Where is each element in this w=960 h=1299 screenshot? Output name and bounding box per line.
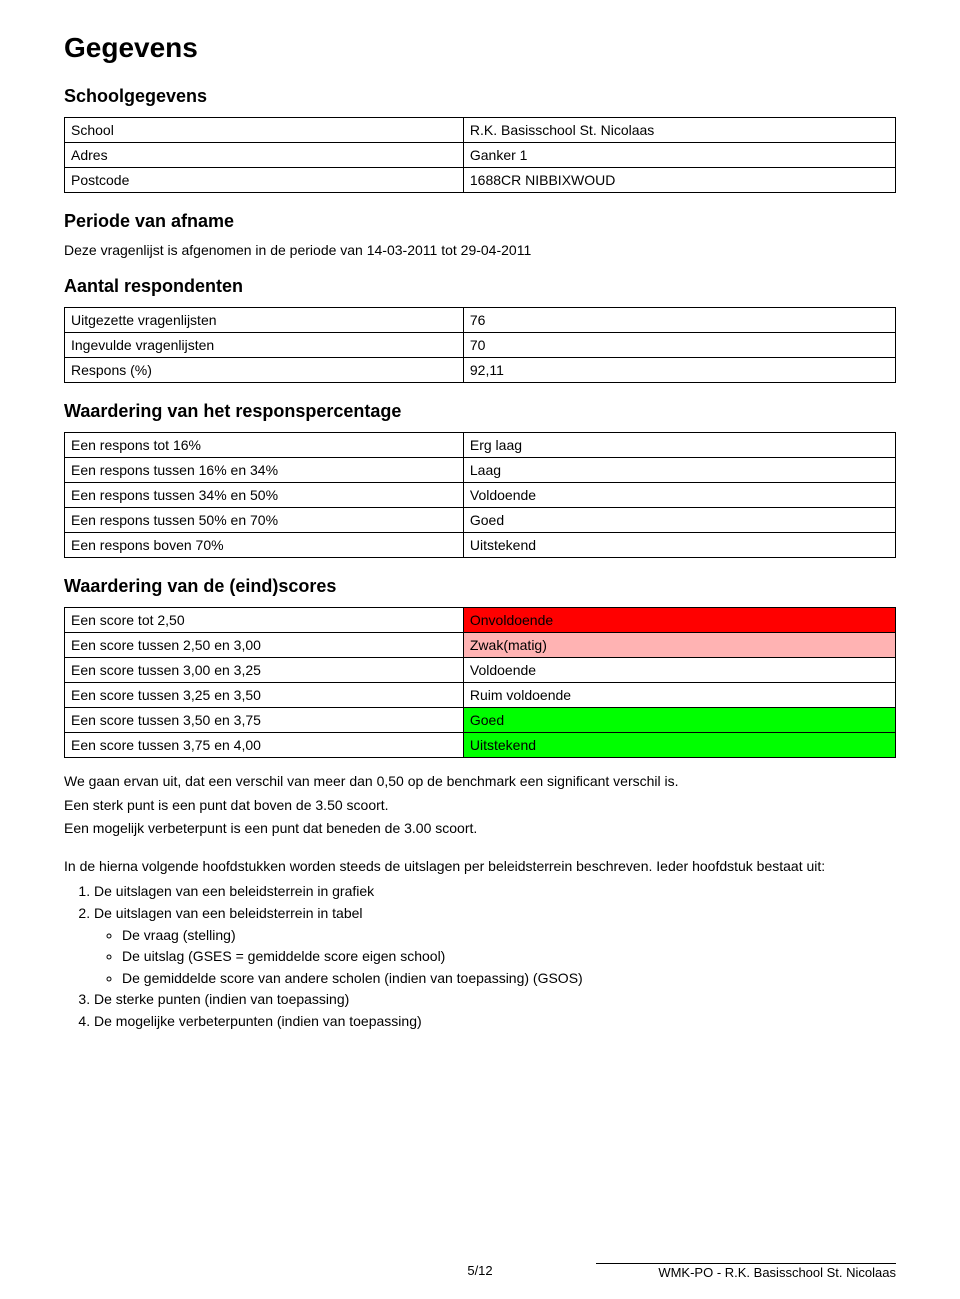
sub-list-item: De uitslag (GSES = gemiddelde score eige… [122, 947, 896, 967]
table-cell-label: Een score tussen 3,00 en 3,25 [65, 658, 464, 683]
sub-list-item: De vraag (stelling) [122, 926, 896, 946]
table-cell-value: R.K. Basisschool St. Nicolaas [463, 118, 895, 143]
table-cell-value: Uitstekend [463, 733, 895, 758]
table-cell-label: Een score tussen 3,50 en 3,75 [65, 708, 464, 733]
responspercentage-heading: Waardering van het responspercentage [64, 401, 896, 422]
table-cell-value: Goed [463, 708, 895, 733]
table-cell-label: Een score tussen 3,75 en 4,00 [65, 733, 464, 758]
table-cell-value: Voldoende [463, 658, 895, 683]
table-cell-label: Adres [65, 143, 464, 168]
page-number: 5/12 [467, 1263, 492, 1278]
table-cell-label: Een score tussen 3,25 en 3,50 [65, 683, 464, 708]
periode-heading: Periode van afname [64, 211, 896, 232]
table-row: Een score tussen 3,50 en 3,75Goed [65, 708, 896, 733]
table-cell-value: 70 [463, 333, 895, 358]
table-cell-label: Een score tussen 2,50 en 3,00 [65, 633, 464, 658]
sub-list: De vraag (stelling)De uitslag (GSES = ge… [94, 926, 896, 989]
body-para: Een sterk punt is een punt dat boven de … [64, 796, 896, 816]
table-cell-label: Een respons boven 70% [65, 533, 464, 558]
list-item: De sterke punten (indien van toepassing) [94, 990, 896, 1010]
table-row: AdresGanker 1 [65, 143, 896, 168]
table-cell-value: Uitstekend [463, 533, 895, 558]
table-row: Een respons tussen 34% en 50%Voldoende [65, 483, 896, 508]
table-cell-value: 92,11 [463, 358, 895, 383]
eindscores-table: Een score tot 2,50OnvoldoendeEen score t… [64, 607, 896, 758]
table-cell-label: Een score tot 2,50 [65, 608, 464, 633]
table-cell-value: Onvoldoende [463, 608, 895, 633]
list-item: De mogelijke verbeterpunten (indien van … [94, 1012, 896, 1032]
table-row: Een score tussen 2,50 en 3,00Zwak(matig) [65, 633, 896, 658]
table-row: Een score tot 2,50Onvoldoende [65, 608, 896, 633]
table-cell-value: Goed [463, 508, 895, 533]
table-cell-label: Uitgezette vragenlijsten [65, 308, 464, 333]
respondenten-table: Uitgezette vragenlijsten76Ingevulde vrag… [64, 307, 896, 383]
table-cell-label: Een respons tussen 50% en 70% [65, 508, 464, 533]
table-cell-label: School [65, 118, 464, 143]
table-row: Een respons tot 16%Erg laag [65, 433, 896, 458]
table-row: Een respons boven 70%Uitstekend [65, 533, 896, 558]
list-item: De uitslagen van een beleidsterrein in t… [94, 904, 896, 988]
table-cell-label: Een respons tussen 34% en 50% [65, 483, 464, 508]
table-row: Een respons tussen 50% en 70%Goed [65, 508, 896, 533]
table-row: SchoolR.K. Basisschool St. Nicolaas [65, 118, 896, 143]
body-text: We gaan ervan uit, dat een verschil van … [64, 772, 896, 876]
responspercentage-table: Een respons tot 16%Erg laagEen respons t… [64, 432, 896, 558]
table-cell-value: 76 [463, 308, 895, 333]
table-row: Een score tussen 3,25 en 3,50Ruim voldoe… [65, 683, 896, 708]
list-item: De uitslagen van een beleidsterrein in g… [94, 882, 896, 902]
table-cell-label: Ingevulde vragenlijsten [65, 333, 464, 358]
table-row: Ingevulde vragenlijsten70 [65, 333, 896, 358]
table-row: Een score tussen 3,00 en 3,25Voldoende [65, 658, 896, 683]
table-cell-label: Postcode [65, 168, 464, 193]
page-title: Gegevens [64, 32, 896, 64]
table-row: Een score tussen 3,75 en 4,00Uitstekend [65, 733, 896, 758]
eindscores-heading: Waardering van de (eind)scores [64, 576, 896, 597]
body-para: We gaan ervan uit, dat een verschil van … [64, 772, 896, 792]
schoolgegevens-heading: Schoolgegevens [64, 86, 896, 107]
table-cell-label: Een respons tot 16% [65, 433, 464, 458]
table-cell-value: Zwak(matig) [463, 633, 895, 658]
table-cell-label: Respons (%) [65, 358, 464, 383]
table-cell-value: Laag [463, 458, 895, 483]
table-cell-value: Ruim voldoende [463, 683, 895, 708]
table-cell-value: 1688CR NIBBIXWOUD [463, 168, 895, 193]
sub-list-item: De gemiddelde score van andere scholen (… [122, 969, 896, 989]
periode-text: Deze vragenlijst is afgenomen in de peri… [64, 242, 896, 258]
table-cell-value: Ganker 1 [463, 143, 895, 168]
body-para-spaced: In de hierna volgende hoofdstukken worde… [64, 857, 896, 877]
body-para: Een mogelijk verbeterpunt is een punt da… [64, 819, 896, 839]
outline-list: De uitslagen van een beleidsterrein in g… [64, 882, 896, 1031]
table-cell-label: Een respons tussen 16% en 34% [65, 458, 464, 483]
table-row: Postcode1688CR NIBBIXWOUD [65, 168, 896, 193]
respondenten-heading: Aantal respondenten [64, 276, 896, 297]
table-row: Uitgezette vragenlijsten76 [65, 308, 896, 333]
table-cell-value: Voldoende [463, 483, 895, 508]
table-row: Respons (%)92,11 [65, 358, 896, 383]
schoolgegevens-table: SchoolR.K. Basisschool St. NicolaasAdres… [64, 117, 896, 193]
footer-rule [596, 1263, 896, 1264]
table-row: Een respons tussen 16% en 34%Laag [65, 458, 896, 483]
footer-doc-id: WMK-PO - R.K. Basisschool St. Nicolaas [658, 1265, 896, 1280]
table-cell-value: Erg laag [463, 433, 895, 458]
footer: 5/12 WMK-PO - R.K. Basisschool St. Nicol… [0, 1263, 960, 1285]
